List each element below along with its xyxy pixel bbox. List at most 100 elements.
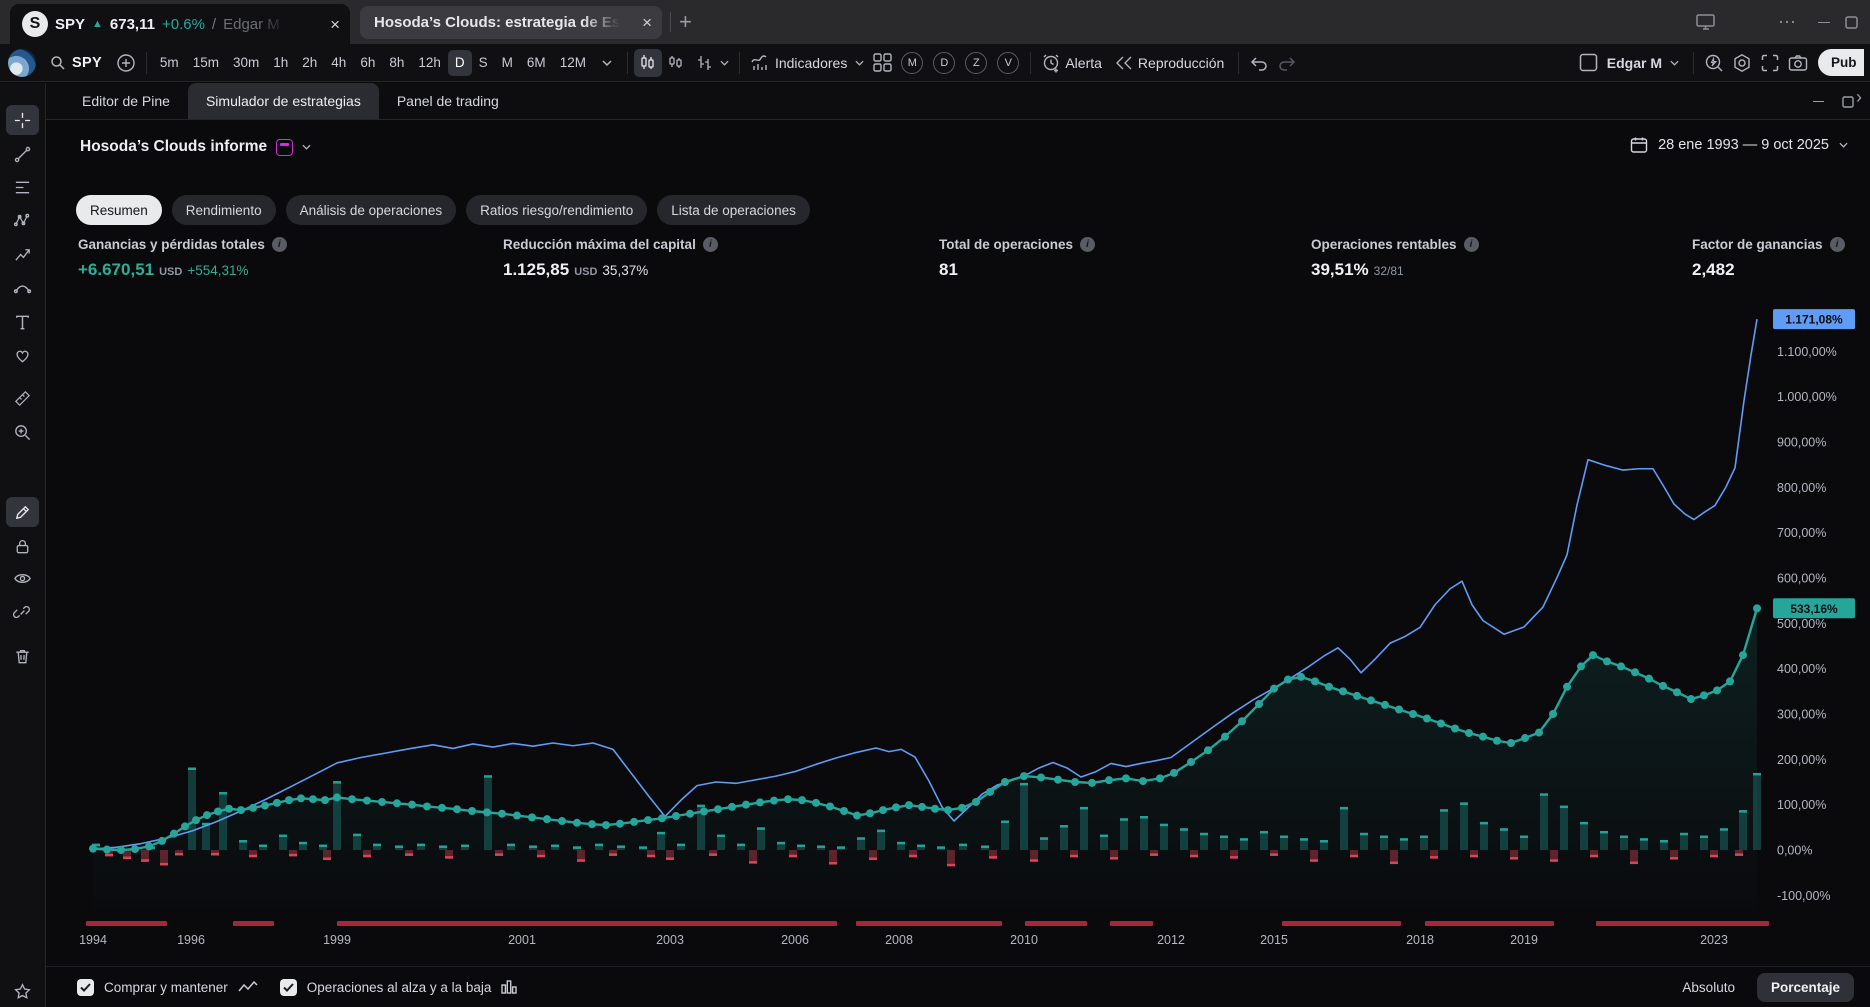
- quick-interval-D[interactable]: D: [933, 52, 955, 74]
- equity-marker: [602, 821, 610, 829]
- redo-button[interactable]: [1273, 49, 1301, 77]
- info-icon[interactable]: i: [1830, 237, 1845, 252]
- info-icon[interactable]: i: [1464, 237, 1479, 252]
- fib-retracement-tool-button[interactable]: [6, 172, 39, 202]
- info-icon[interactable]: i: [1080, 237, 1095, 252]
- multi-monitor-icon[interactable]: [1696, 0, 1718, 44]
- trade-bar-cap: [1470, 855, 1478, 858]
- forecast-tool-button[interactable]: [6, 239, 39, 269]
- more-options-button[interactable]: ⋯: [1778, 0, 1798, 44]
- mode-button-porcentaje[interactable]: Porcentaje: [1757, 973, 1854, 1002]
- section-tab-resumen[interactable]: Resumen: [76, 195, 162, 225]
- snapshot-button[interactable]: [1784, 49, 1812, 77]
- section-tab-an-lisis-de-operaciones[interactable]: Análisis de operaciones: [286, 195, 457, 225]
- timeframe-12h[interactable]: 12h: [411, 50, 448, 76]
- emoji-tool-button[interactable]: [6, 340, 39, 370]
- drawing-mode-button[interactable]: [6, 497, 39, 527]
- trade-bar-cap: [484, 775, 492, 778]
- layout-grid-button[interactable]: [868, 49, 896, 77]
- fullscreen-button[interactable]: [1756, 49, 1784, 77]
- timeframe-4h[interactable]: 4h: [324, 50, 353, 76]
- trade-bar-cap: [1200, 833, 1208, 836]
- x-axis-label: 2008: [885, 933, 913, 947]
- close-icon[interactable]: ×: [642, 14, 652, 31]
- timeframe-S[interactable]: S: [472, 50, 495, 76]
- timeframe-5m[interactable]: 5m: [153, 50, 186, 76]
- undo-button[interactable]: [1245, 49, 1273, 77]
- info-icon[interactable]: i: [272, 237, 287, 252]
- chart-tab-inactive[interactable]: Hosoda’s Clouds: estrategia de Es ×: [360, 6, 662, 39]
- panel-maximize-icon[interactable]: [1842, 96, 1854, 108]
- timeframe-expand-button[interactable]: [593, 49, 621, 77]
- close-icon[interactable]: ×: [330, 16, 340, 33]
- text-tool-button[interactable]: [6, 307, 39, 337]
- timeframe-D[interactable]: D: [448, 50, 472, 76]
- sync-drawings-button[interactable]: [6, 597, 39, 627]
- report-title-group[interactable]: Hosoda’s Clouds informe: [80, 138, 311, 156]
- timeframe-8h[interactable]: 8h: [382, 50, 411, 76]
- symbol-search-button[interactable]: SPY: [46, 55, 112, 71]
- trend-line-tool-button[interactable]: [6, 139, 39, 169]
- measure-tool-button[interactable]: [6, 383, 39, 413]
- maximize-window-button[interactable]: [1845, 0, 1858, 44]
- timeframe-6M[interactable]: 6M: [520, 50, 553, 76]
- publish-button[interactable]: Pub: [1818, 49, 1864, 76]
- timeframe-6h[interactable]: 6h: [353, 50, 382, 76]
- timeframe-M[interactable]: M: [495, 50, 520, 76]
- stats-scroll-right-chevron[interactable]: ›: [1856, 87, 1862, 108]
- settings-button[interactable]: [1728, 49, 1756, 77]
- section-tab-lista-de-operaciones[interactable]: Lista de operaciones: [657, 195, 810, 225]
- panel-tab-simulador-de-estrategias[interactable]: Simulador de estrategias: [188, 83, 379, 119]
- favorites-star-button[interactable]: [6, 976, 39, 1006]
- save-layout-button[interactable]: [1575, 49, 1603, 77]
- brush-tool-button[interactable]: [6, 272, 39, 302]
- chart-type-bars-button[interactable]: [690, 49, 733, 77]
- trade-bar-cap: [395, 845, 403, 848]
- quick-search-button[interactable]: [1700, 49, 1728, 77]
- timeframe-12M[interactable]: 12M: [553, 50, 593, 76]
- chart-type-candles-button[interactable]: [634, 49, 662, 77]
- timeframe-15m[interactable]: 15m: [186, 50, 226, 76]
- section-tab-rendimiento[interactable]: Rendimiento: [172, 195, 276, 225]
- quick-interval-V[interactable]: V: [997, 52, 1019, 74]
- panel-minimize-button[interactable]: [1813, 101, 1824, 102]
- lightning-search-icon: [1704, 53, 1724, 73]
- hide-drawings-button[interactable]: [6, 563, 39, 593]
- info-icon[interactable]: i: [703, 237, 718, 252]
- section-tab-ratios-riesgo-rendimiento[interactable]: Ratios riesgo/rendimiento: [466, 195, 647, 225]
- zoom-in-tool-button[interactable]: [6, 417, 39, 447]
- panel-tab-panel-de-trading[interactable]: Panel de trading: [379, 83, 517, 119]
- minimize-window-button[interactable]: [1818, 0, 1830, 44]
- new-tab-button[interactable]: +: [679, 9, 692, 35]
- checkbox-checked[interactable]: [77, 979, 94, 996]
- trade-bar-cap: [837, 846, 845, 849]
- chart-type-hollow-candles-button[interactable]: [662, 49, 690, 77]
- trade-bar-cap: [857, 837, 865, 840]
- timeframe-30m[interactable]: 30m: [226, 50, 266, 76]
- trade-bar-cap: [1180, 828, 1188, 831]
- equity-marker: [453, 805, 461, 813]
- pattern-tool-button[interactable]: [6, 205, 39, 235]
- stat-label: Operaciones rentables: [1311, 237, 1457, 252]
- timeframe-2h[interactable]: 2h: [295, 50, 324, 76]
- date-range-selector[interactable]: 28 ene 1993 — 9 oct 2025: [1630, 136, 1848, 154]
- panel-tab-editor-de-pine[interactable]: Editor de Pine: [64, 83, 188, 119]
- timeframe-1h[interactable]: 1h: [266, 50, 295, 76]
- layout-name[interactable]: Edgar M: [1603, 55, 1666, 71]
- lock-drawings-button[interactable]: [6, 531, 39, 561]
- user-avatar[interactable]: [8, 49, 36, 77]
- equity-marker: [1507, 739, 1515, 747]
- compare-add-symbol-button[interactable]: [112, 49, 140, 77]
- trash-icon: [13, 647, 32, 666]
- crosshair-tool-button[interactable]: [6, 105, 39, 135]
- quick-interval-M[interactable]: M: [901, 52, 923, 74]
- checkbox-checked[interactable]: [280, 979, 297, 996]
- trade-bar: [1580, 822, 1588, 850]
- quick-interval-Z[interactable]: Z: [965, 52, 987, 74]
- replay-button[interactable]: Reproducción: [1110, 49, 1232, 77]
- mode-button-absoluto[interactable]: Absoluto: [1668, 973, 1749, 1002]
- indicators-button[interactable]: Indicadores: [746, 49, 868, 77]
- chart-tab-active[interactable]: S SPY ▲ 673,11 +0.6% / Edgar M ×: [10, 4, 350, 44]
- alert-button[interactable]: Alerta: [1037, 49, 1110, 77]
- remove-drawings-button[interactable]: [6, 641, 39, 671]
